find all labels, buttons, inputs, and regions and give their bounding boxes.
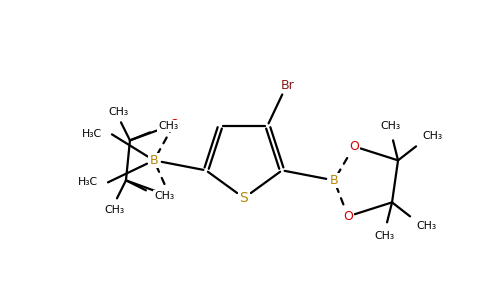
Text: O: O: [349, 140, 359, 153]
Text: B: B: [150, 154, 158, 167]
Text: H₃C: H₃C: [78, 177, 98, 188]
Text: CH₃: CH₃: [158, 122, 178, 131]
Text: B: B: [330, 174, 338, 187]
Text: H₃C: H₃C: [82, 129, 102, 140]
Text: O: O: [165, 190, 175, 203]
Text: O: O: [169, 118, 179, 131]
Text: CH₃: CH₃: [422, 131, 442, 141]
Text: CH₃: CH₃: [104, 206, 124, 215]
Text: S: S: [240, 191, 248, 205]
Text: CH₃: CH₃: [416, 221, 436, 231]
Text: O: O: [343, 210, 353, 223]
Text: CH₃: CH₃: [154, 191, 174, 201]
Text: Br: Br: [281, 79, 294, 92]
Text: CH₃: CH₃: [108, 107, 128, 117]
Text: CH₃: CH₃: [380, 122, 400, 131]
Text: CH₃: CH₃: [374, 231, 394, 242]
